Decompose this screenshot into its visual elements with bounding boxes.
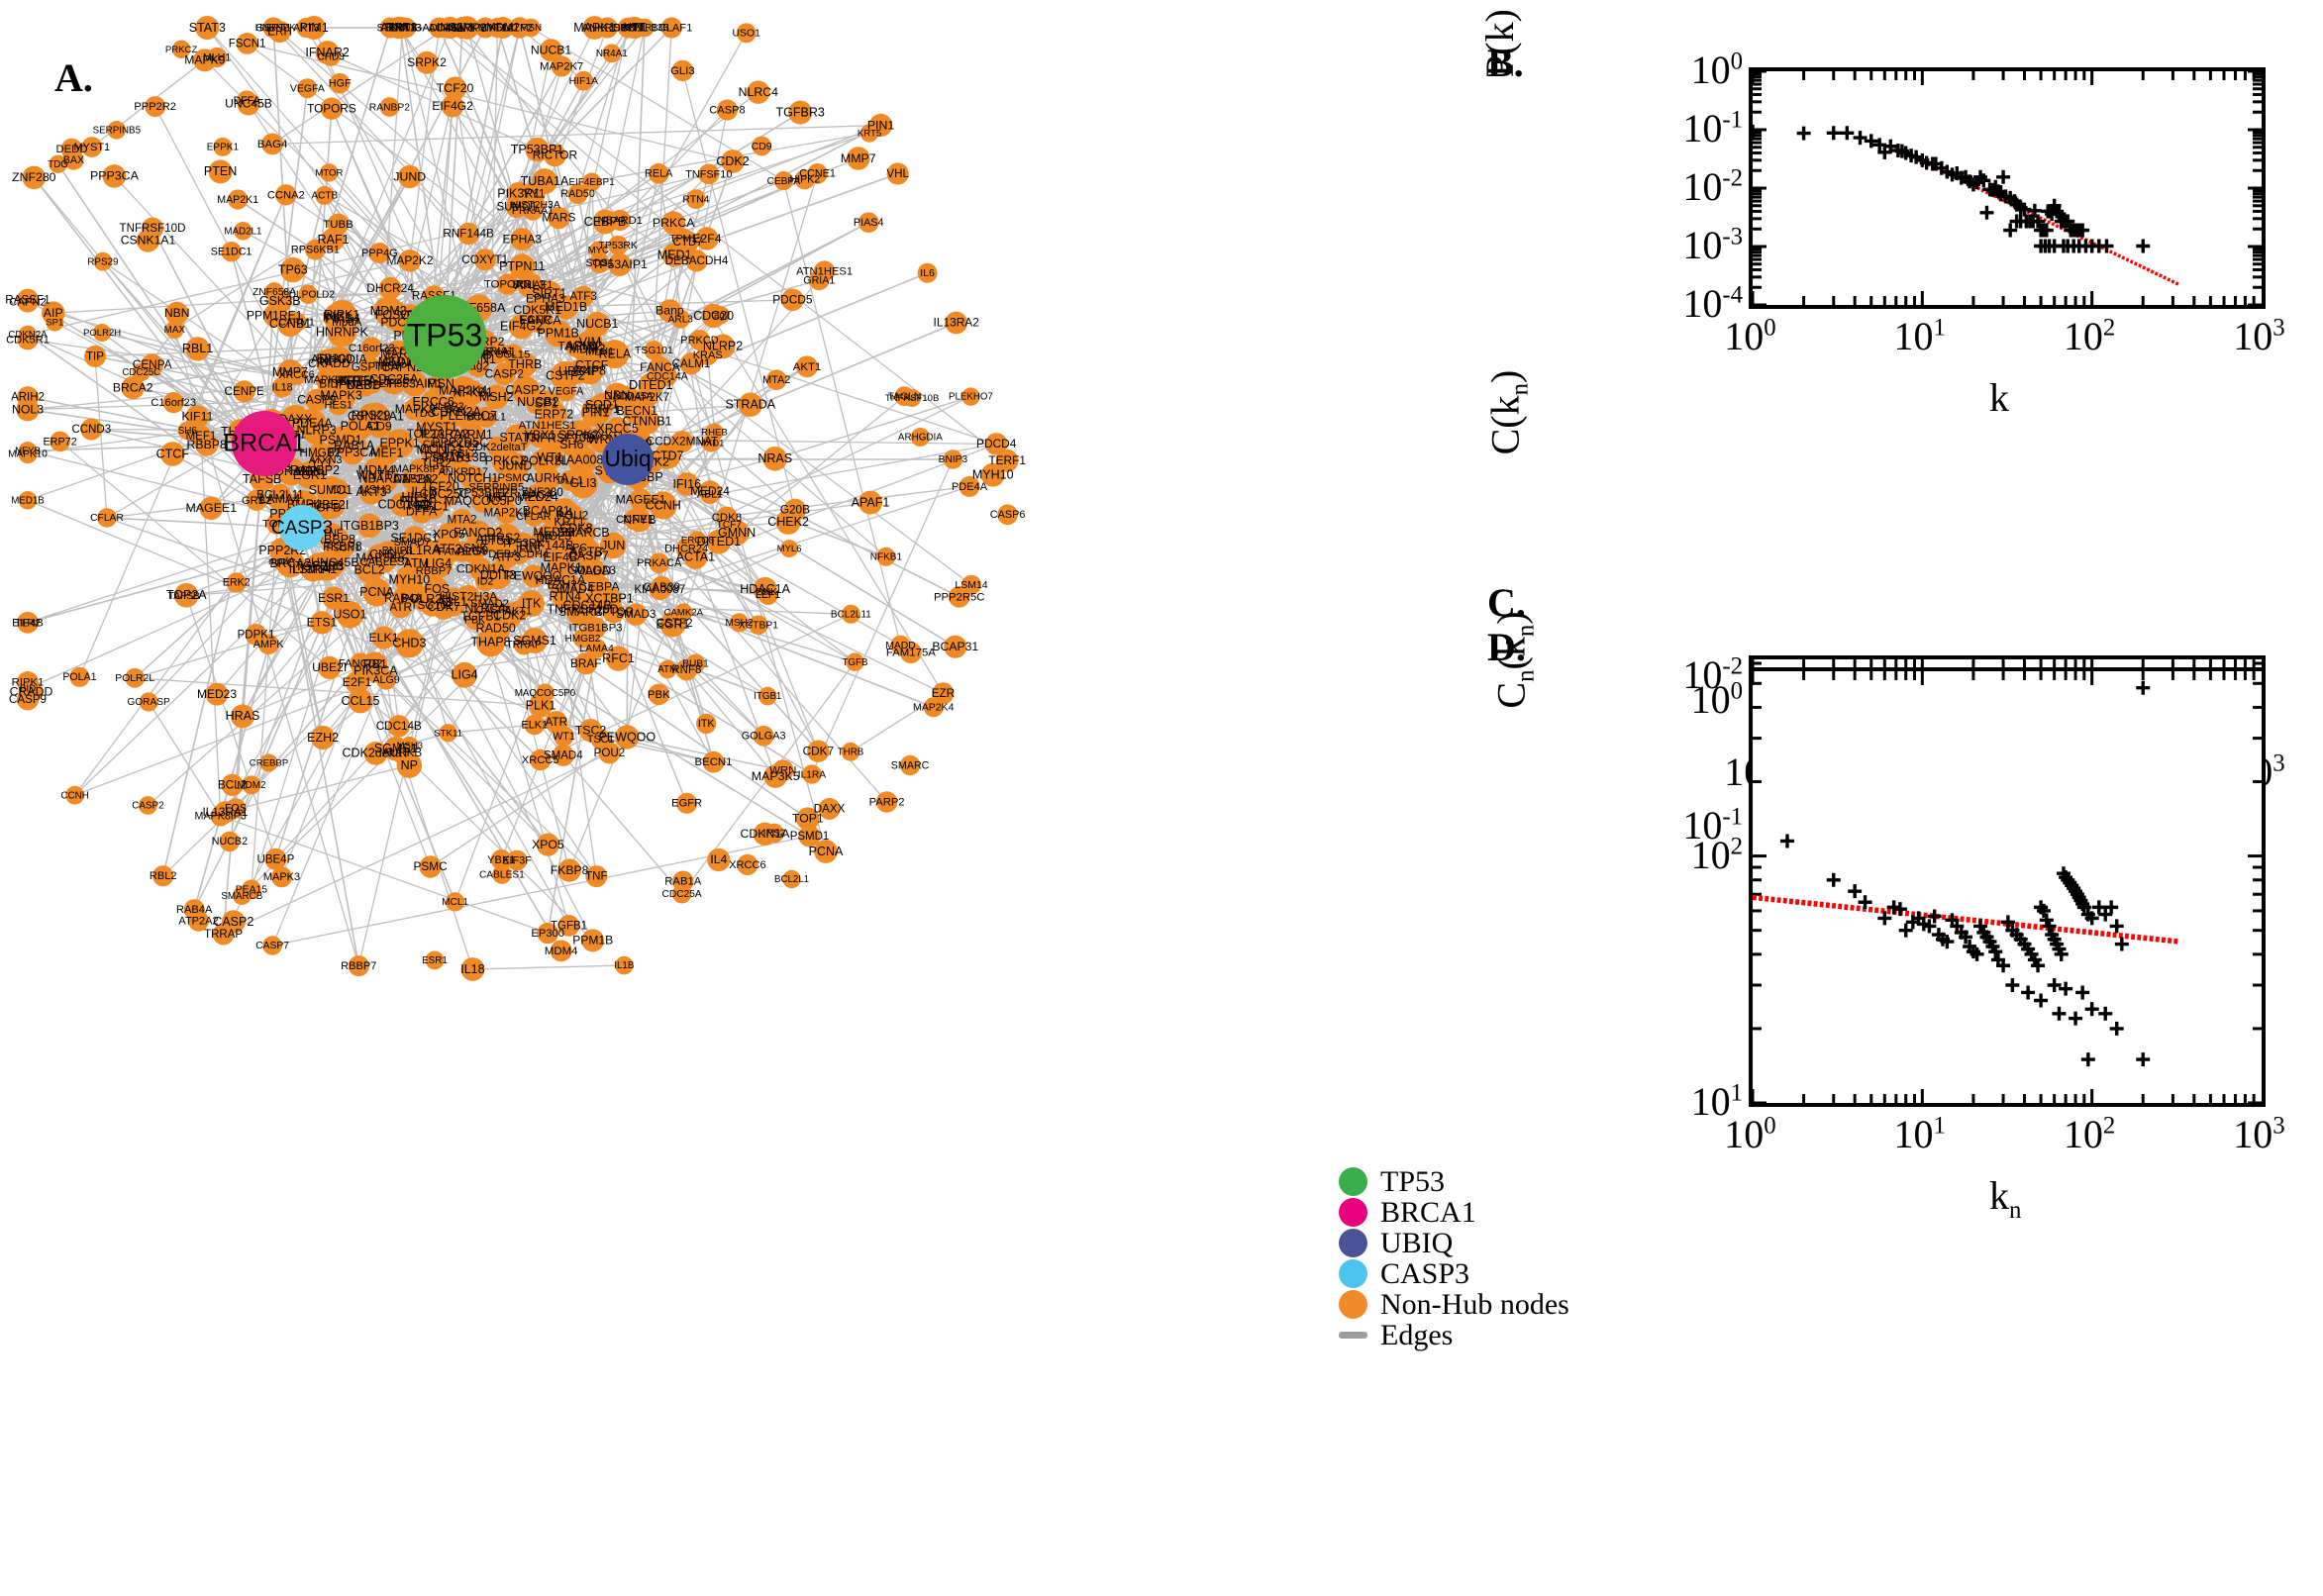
axis-ticks xyxy=(1753,671,2262,1103)
y-tick-label: 10-4 xyxy=(1682,281,1743,327)
panel-a-label: A. xyxy=(54,55,93,100)
legend-item-casp3: CASP3 xyxy=(1339,1256,1569,1290)
y-tick-label: 10-1 xyxy=(1682,106,1743,151)
panel-d-axes xyxy=(1749,667,2266,1107)
legend-item-edges: Edges xyxy=(1339,1318,1569,1351)
legend-label: UBIQ xyxy=(1380,1226,1454,1259)
x-tick-label: 101 xyxy=(1893,1112,1946,1156)
panel-b-axes xyxy=(1749,67,2266,309)
legend-item-ubiq: UBIQ xyxy=(1339,1226,1569,1259)
legend-swatch-dot xyxy=(1339,1290,1367,1319)
legend: TP53 BRCA1 UBIQ CASP3 Non-Hub nodes Edges xyxy=(1339,1164,1569,1351)
panel-b-label: B. xyxy=(1487,41,1524,85)
x-tick-label: 100 xyxy=(1724,314,1776,358)
data-points xyxy=(1753,124,2151,253)
x-axis-title: k xyxy=(1989,375,2009,420)
axis-ticks xyxy=(1753,71,2262,305)
legend-item-tp53: TP53 xyxy=(1339,1164,1569,1198)
y-tick-label: 10-3 xyxy=(1682,223,1743,268)
legend-item-brca1: BRCA1 xyxy=(1339,1195,1569,1229)
panel-b-data xyxy=(1753,71,2262,305)
legend-label: Non-Hub nodes xyxy=(1380,1287,1569,1321)
panel-d-data xyxy=(1753,671,2262,1103)
x-tick-label: 102 xyxy=(2063,1112,2116,1156)
network-nodes xyxy=(16,16,1019,981)
legend-swatch-dot xyxy=(1339,1198,1367,1227)
panel-d-label: D. xyxy=(1487,625,1526,669)
legend-swatch-line xyxy=(1339,1332,1367,1339)
network-graph[interactable]: TAFSBtag2ARL3BanpmpdAMAGEE1CDC14ADHCR24T… xyxy=(0,0,1446,1596)
panel-b-plot: B. 100 101 102 103 100 10-1 10-2 10-3 10-4 k P(k) xyxy=(1465,9,2323,420)
panel-d-plot: D. 100 101 102 103 102 101 kn Cn(kn) 10-2 xyxy=(1465,611,2323,1596)
y-tick-label: 102 xyxy=(1690,832,1743,877)
x-tick-label: 103 xyxy=(2233,314,2285,358)
y-tick-label: 100 xyxy=(1690,48,1743,93)
y-axis-title: Cn(kn) xyxy=(1488,611,1540,709)
y-tick-label: 10-1 xyxy=(1682,803,1743,848)
panel-c-label: C. xyxy=(1487,580,1526,625)
y-axis-title: P(k) xyxy=(1476,9,1522,77)
y-tick-label-top: 10-2 xyxy=(1682,652,1743,697)
legend-item-non-hub-nodes: Non-Hub nodes xyxy=(1339,1287,1569,1321)
x-tick-label: 101 xyxy=(1893,314,1946,358)
y-tick-label: 101 xyxy=(1690,1079,1743,1125)
y-tick-label: 100 xyxy=(1690,677,1743,723)
x-tick-label: 103 xyxy=(2233,1112,2285,1156)
legend-label: Edges xyxy=(1380,1318,1454,1351)
x-tick-label: 100 xyxy=(1724,1112,1776,1156)
y-tick-label: 10-2 xyxy=(1682,164,1743,210)
network-panel: A. TAFSBtag2ARL3BanpmpdAMAGEE1CDC14ADHCR… xyxy=(0,0,1446,1596)
legend-label: TP53 xyxy=(1380,1164,1446,1198)
legend-label: BRCA1 xyxy=(1380,1195,1476,1229)
legend-swatch-dot xyxy=(1339,1167,1367,1196)
x-axis-title: kn xyxy=(1989,1173,2022,1224)
legend-swatch-dot xyxy=(1339,1259,1367,1288)
legend-swatch-dot xyxy=(1339,1229,1367,1257)
data-points xyxy=(1779,680,2151,1067)
legend-label: CASP3 xyxy=(1380,1256,1470,1290)
y-axis-title: C(kn) xyxy=(1482,369,1534,455)
x-tick-label: 102 xyxy=(2063,314,2116,358)
